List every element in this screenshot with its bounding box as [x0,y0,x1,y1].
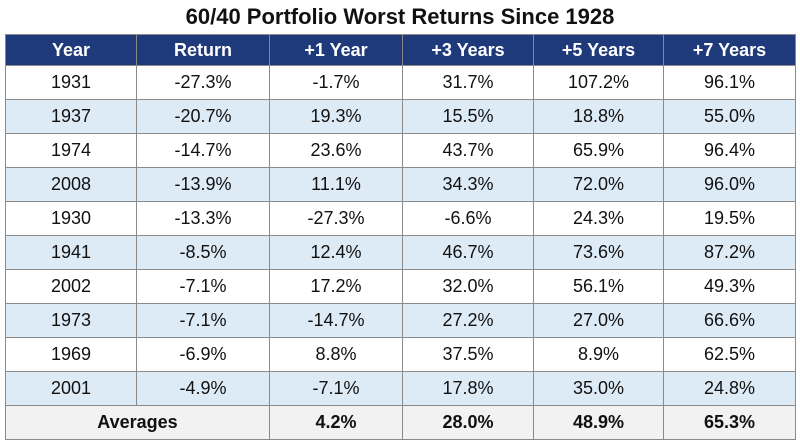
cell-year: 1974 [5,133,137,168]
column-header-plus-1-year: +1 Year [269,34,403,66]
cell-year: 1969 [5,337,137,372]
averages-row: Averages 4.2% 28.0% 48.9% 65.3% [5,405,796,440]
cell-plus-3-years: 32.0% [402,269,534,304]
cell-plus-5-years: 18.8% [533,99,664,134]
cell-plus-7-years: 96.1% [663,65,796,100]
cell-return: -6.9% [136,337,270,372]
cell-plus-5-years: 8.9% [533,337,664,372]
table-row: 1931 -27.3% -1.7% 31.7% 107.2% 96.1% [5,65,796,100]
column-header-plus-5-years: +5 Years [533,34,664,66]
cell-return: -8.5% [136,235,270,270]
table-row: 2008 -13.9% 11.1% 34.3% 72.0% 96.0% [5,167,796,202]
table-row: 1974 -14.7% 23.6% 43.7% 65.9% 96.4% [5,133,796,168]
cell-plus-1-year: 23.6% [269,133,403,168]
cell-year: 2001 [5,371,137,406]
cell-plus-7-years: 96.4% [663,133,796,168]
cell-year: 1931 [5,65,137,100]
cell-plus-5-years: 72.0% [533,167,664,202]
table-row: 1941 -8.5% 12.4% 46.7% 73.6% 87.2% [5,235,796,270]
cell-plus-3-years: 43.7% [402,133,534,168]
returns-table: Year Return +1 Year +3 Years +5 Years +7… [5,34,796,440]
cell-plus-1-year: 8.8% [269,337,403,372]
cell-return: -27.3% [136,65,270,100]
header-row: Year Return +1 Year +3 Years +5 Years +7… [5,34,796,66]
cell-plus-1-year: -1.7% [269,65,403,100]
cell-plus-5-years: 27.0% [533,303,664,338]
cell-plus-1-year: -7.1% [269,371,403,406]
cell-plus-5-years: 56.1% [533,269,664,304]
column-header-return: Return [136,34,270,66]
cell-plus-7-years: 19.5% [663,201,796,236]
cell-year: 1937 [5,99,137,134]
cell-plus-7-years: 55.0% [663,99,796,134]
cell-plus-3-years: 31.7% [402,65,534,100]
cell-plus-3-years: 17.8% [402,371,534,406]
cell-plus-3-years: 34.3% [402,167,534,202]
column-header-plus-3-years: +3 Years [402,34,534,66]
cell-plus-1-year: -27.3% [269,201,403,236]
cell-return: -7.1% [136,303,270,338]
average-plus-1-year: 4.2% [269,405,403,440]
table-row: 2001 -4.9% -7.1% 17.8% 35.0% 24.8% [5,371,796,406]
table-body: 1931 -27.3% -1.7% 31.7% 107.2% 96.1% 1937 -20.7… [5,65,796,406]
cell-plus-1-year: 12.4% [269,235,403,270]
average-plus-5-years: 48.9% [533,405,664,440]
cell-year: 2002 [5,269,137,304]
column-header-plus-7-years: +7 Years [663,34,796,66]
cell-plus-3-years: -6.6% [402,201,534,236]
cell-plus-1-year: 11.1% [269,167,403,202]
average-plus-3-years: 28.0% [402,405,534,440]
table-row: 2002 -7.1% 17.2% 32.0% 56.1% 49.3% [5,269,796,304]
cell-return: -7.1% [136,269,270,304]
cell-plus-3-years: 15.5% [402,99,534,134]
cell-plus-7-years: 87.2% [663,235,796,270]
cell-plus-1-year: 17.2% [269,269,403,304]
cell-plus-3-years: 46.7% [402,235,534,270]
cell-plus-5-years: 35.0% [533,371,664,406]
cell-plus-3-years: 37.5% [402,337,534,372]
cell-plus-7-years: 96.0% [663,167,796,202]
cell-return: -13.9% [136,167,270,202]
cell-plus-5-years: 107.2% [533,65,664,100]
cell-year: 1973 [5,303,137,338]
cell-plus-5-years: 24.3% [533,201,664,236]
cell-plus-5-years: 73.6% [533,235,664,270]
cell-year: 1941 [5,235,137,270]
cell-return: -13.3% [136,201,270,236]
cell-plus-7-years: 62.5% [663,337,796,372]
cell-return: -20.7% [136,99,270,134]
cell-return: -14.7% [136,133,270,168]
cell-plus-1-year: 19.3% [269,99,403,134]
cell-year: 1930 [5,201,137,236]
cell-plus-7-years: 49.3% [663,269,796,304]
cell-plus-1-year: -14.7% [269,303,403,338]
cell-plus-5-years: 65.9% [533,133,664,168]
table-row: 1930 -13.3% -27.3% -6.6% 24.3% 19.5% [5,201,796,236]
cell-plus-3-years: 27.2% [402,303,534,338]
table-row: 1937 -20.7% 19.3% 15.5% 18.8% 55.0% [5,99,796,134]
table-row: 1973 -7.1% -14.7% 27.2% 27.0% 66.6% [5,303,796,338]
cell-plus-7-years: 66.6% [663,303,796,338]
cell-year: 2008 [5,167,137,202]
cell-plus-7-years: 24.8% [663,371,796,406]
table-title: 60/40 Portfolio Worst Returns Since 1928 [185,4,615,29]
column-header-year: Year [5,34,137,66]
averages-label: Averages [5,405,270,440]
table-row: 1969 -6.9% 8.8% 37.5% 8.9% 62.5% [5,337,796,372]
cell-return: -4.9% [136,371,270,406]
average-plus-7-years: 65.3% [663,405,796,440]
